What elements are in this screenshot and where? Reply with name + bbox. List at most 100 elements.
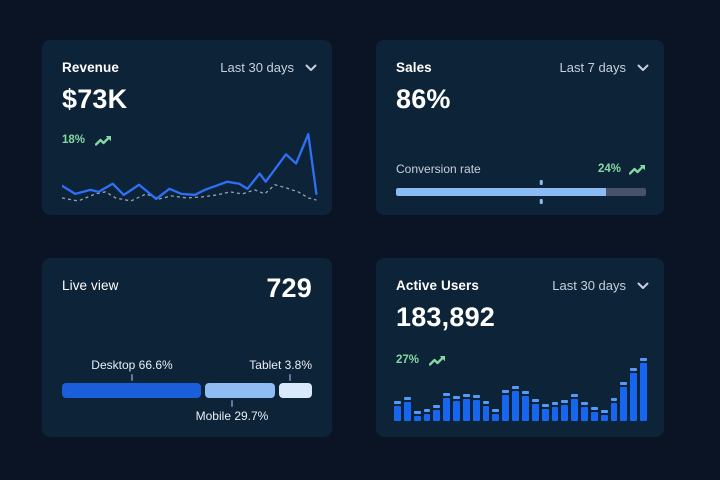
bar-cap: [541, 404, 549, 407]
active-users-card-title: Active Users: [396, 278, 479, 293]
bar-cap: [571, 393, 579, 397]
bar: [571, 393, 579, 421]
bar-body: [600, 415, 608, 421]
revenue-value: $73K: [62, 84, 128, 114]
bar-body: [531, 403, 539, 421]
bar: [502, 390, 510, 421]
bar-cap: [453, 395, 460, 399]
bar-body: [610, 402, 618, 421]
bar-body: [462, 398, 470, 421]
callout-tick-tablet: [288, 374, 291, 381]
bar-cap: [590, 407, 598, 411]
trending-up-icon: [95, 136, 112, 146]
bar-cap: [640, 358, 647, 361]
chevron-down-icon: [305, 64, 317, 71]
revenue-delta-percent: 18%: [62, 134, 86, 146]
active-users-range-label: Last 30 days: [552, 278, 626, 293]
bar-cap: [521, 390, 529, 394]
bar: [590, 407, 598, 421]
live-view-value: 729: [266, 273, 312, 303]
chevron-down-icon: [637, 282, 649, 289]
revenue-line-chart: [62, 132, 318, 202]
callout-tick-desktop: [131, 374, 133, 381]
sales-value: 86%: [396, 84, 451, 114]
bar-body: [561, 405, 569, 421]
bar-cap: [394, 400, 401, 404]
bar: [394, 400, 401, 421]
bar: [630, 368, 638, 421]
sales-range-label: Last 7 days: [559, 60, 627, 75]
bar: [541, 404, 549, 421]
bar: [413, 410, 421, 421]
bar-body: [423, 414, 431, 421]
bar-body: [443, 398, 451, 421]
revenue-range-label: Last 30 days: [220, 60, 294, 75]
live-view-labels-below: Mobile 29.7%: [62, 400, 312, 425]
revenue-card-header: Revenue Last 30 days: [62, 60, 317, 75]
bar-cap: [482, 400, 490, 404]
bar-cap: [600, 410, 608, 414]
bar-body: [394, 405, 401, 421]
bar-body: [541, 409, 549, 421]
revenue-delta: 18%: [62, 134, 112, 146]
bar: [521, 390, 529, 421]
active-users-card-header: Active Users Last 30 days: [396, 278, 649, 293]
active-users-bar-chart: [394, 358, 647, 421]
bar-body: [581, 407, 588, 421]
bar-cap: [551, 402, 559, 406]
bar-body: [521, 395, 529, 421]
bar-body: [433, 410, 441, 421]
bar-cap: [630, 368, 638, 372]
bar: [492, 409, 500, 421]
bar-body: [512, 390, 519, 421]
segment-label-tablet: Tablet 3.8%: [249, 358, 312, 372]
sales-card-title: Sales: [396, 60, 432, 75]
bar: [423, 409, 431, 421]
bar: [482, 400, 490, 421]
progress-track: [396, 188, 646, 196]
bar: [531, 398, 539, 421]
bar: [551, 402, 559, 421]
sales-range-dropdown[interactable]: Last 7 days: [560, 60, 650, 75]
progress-fill: [396, 188, 606, 196]
bar-cap: [610, 397, 618, 401]
segment-tablet: [279, 383, 312, 398]
bar-cap: [561, 400, 569, 404]
bar-cap: [443, 393, 451, 397]
bar: [640, 358, 647, 421]
chevron-down-icon: [637, 64, 649, 71]
bar: [610, 397, 618, 421]
bar-cap: [502, 390, 510, 394]
live-view-card: Live view 729 Desktop 66.6% Tablet 3.8% M…: [42, 258, 332, 437]
bar-body: [492, 414, 500, 421]
active-users-delta-percent: 27%: [396, 354, 420, 366]
bar-cap: [462, 393, 470, 397]
live-view-chart: Desktop 66.6% Tablet 3.8% Mobile 29.7%: [62, 356, 312, 425]
sales-card: Sales Last 7 days 86% Conversion rate 24…: [376, 40, 664, 215]
bar: [581, 402, 588, 421]
bar-body: [472, 400, 480, 421]
bar-body: [482, 405, 490, 421]
bar-body: [413, 415, 421, 421]
trending-up-icon: [629, 165, 645, 175]
callout-tick-mobile: [231, 400, 233, 407]
sales-delta: 24%: [598, 163, 646, 175]
progress-marker-top: [539, 180, 543, 185]
bar: [620, 381, 628, 421]
bar-cap: [620, 381, 628, 385]
bar: [443, 393, 451, 421]
bar-cap: [413, 410, 421, 414]
active-users-card: Active Users Last 30 days 183,892 27%: [376, 258, 664, 437]
bar-cap: [403, 397, 411, 401]
live-view-card-title: Live view: [62, 278, 119, 293]
bar: [472, 395, 480, 421]
active-users-value: 183,892: [396, 302, 495, 332]
revenue-range-dropdown[interactable]: Last 30 days: [220, 60, 317, 75]
live-view-card-header: Live view: [62, 278, 317, 293]
sales-card-header: Sales Last 7 days: [396, 60, 649, 75]
active-users-range-dropdown[interactable]: Last 30 days: [552, 278, 649, 293]
bar-body: [571, 398, 579, 421]
bar: [600, 410, 608, 421]
bar-body: [403, 402, 411, 421]
bar: [453, 395, 460, 421]
